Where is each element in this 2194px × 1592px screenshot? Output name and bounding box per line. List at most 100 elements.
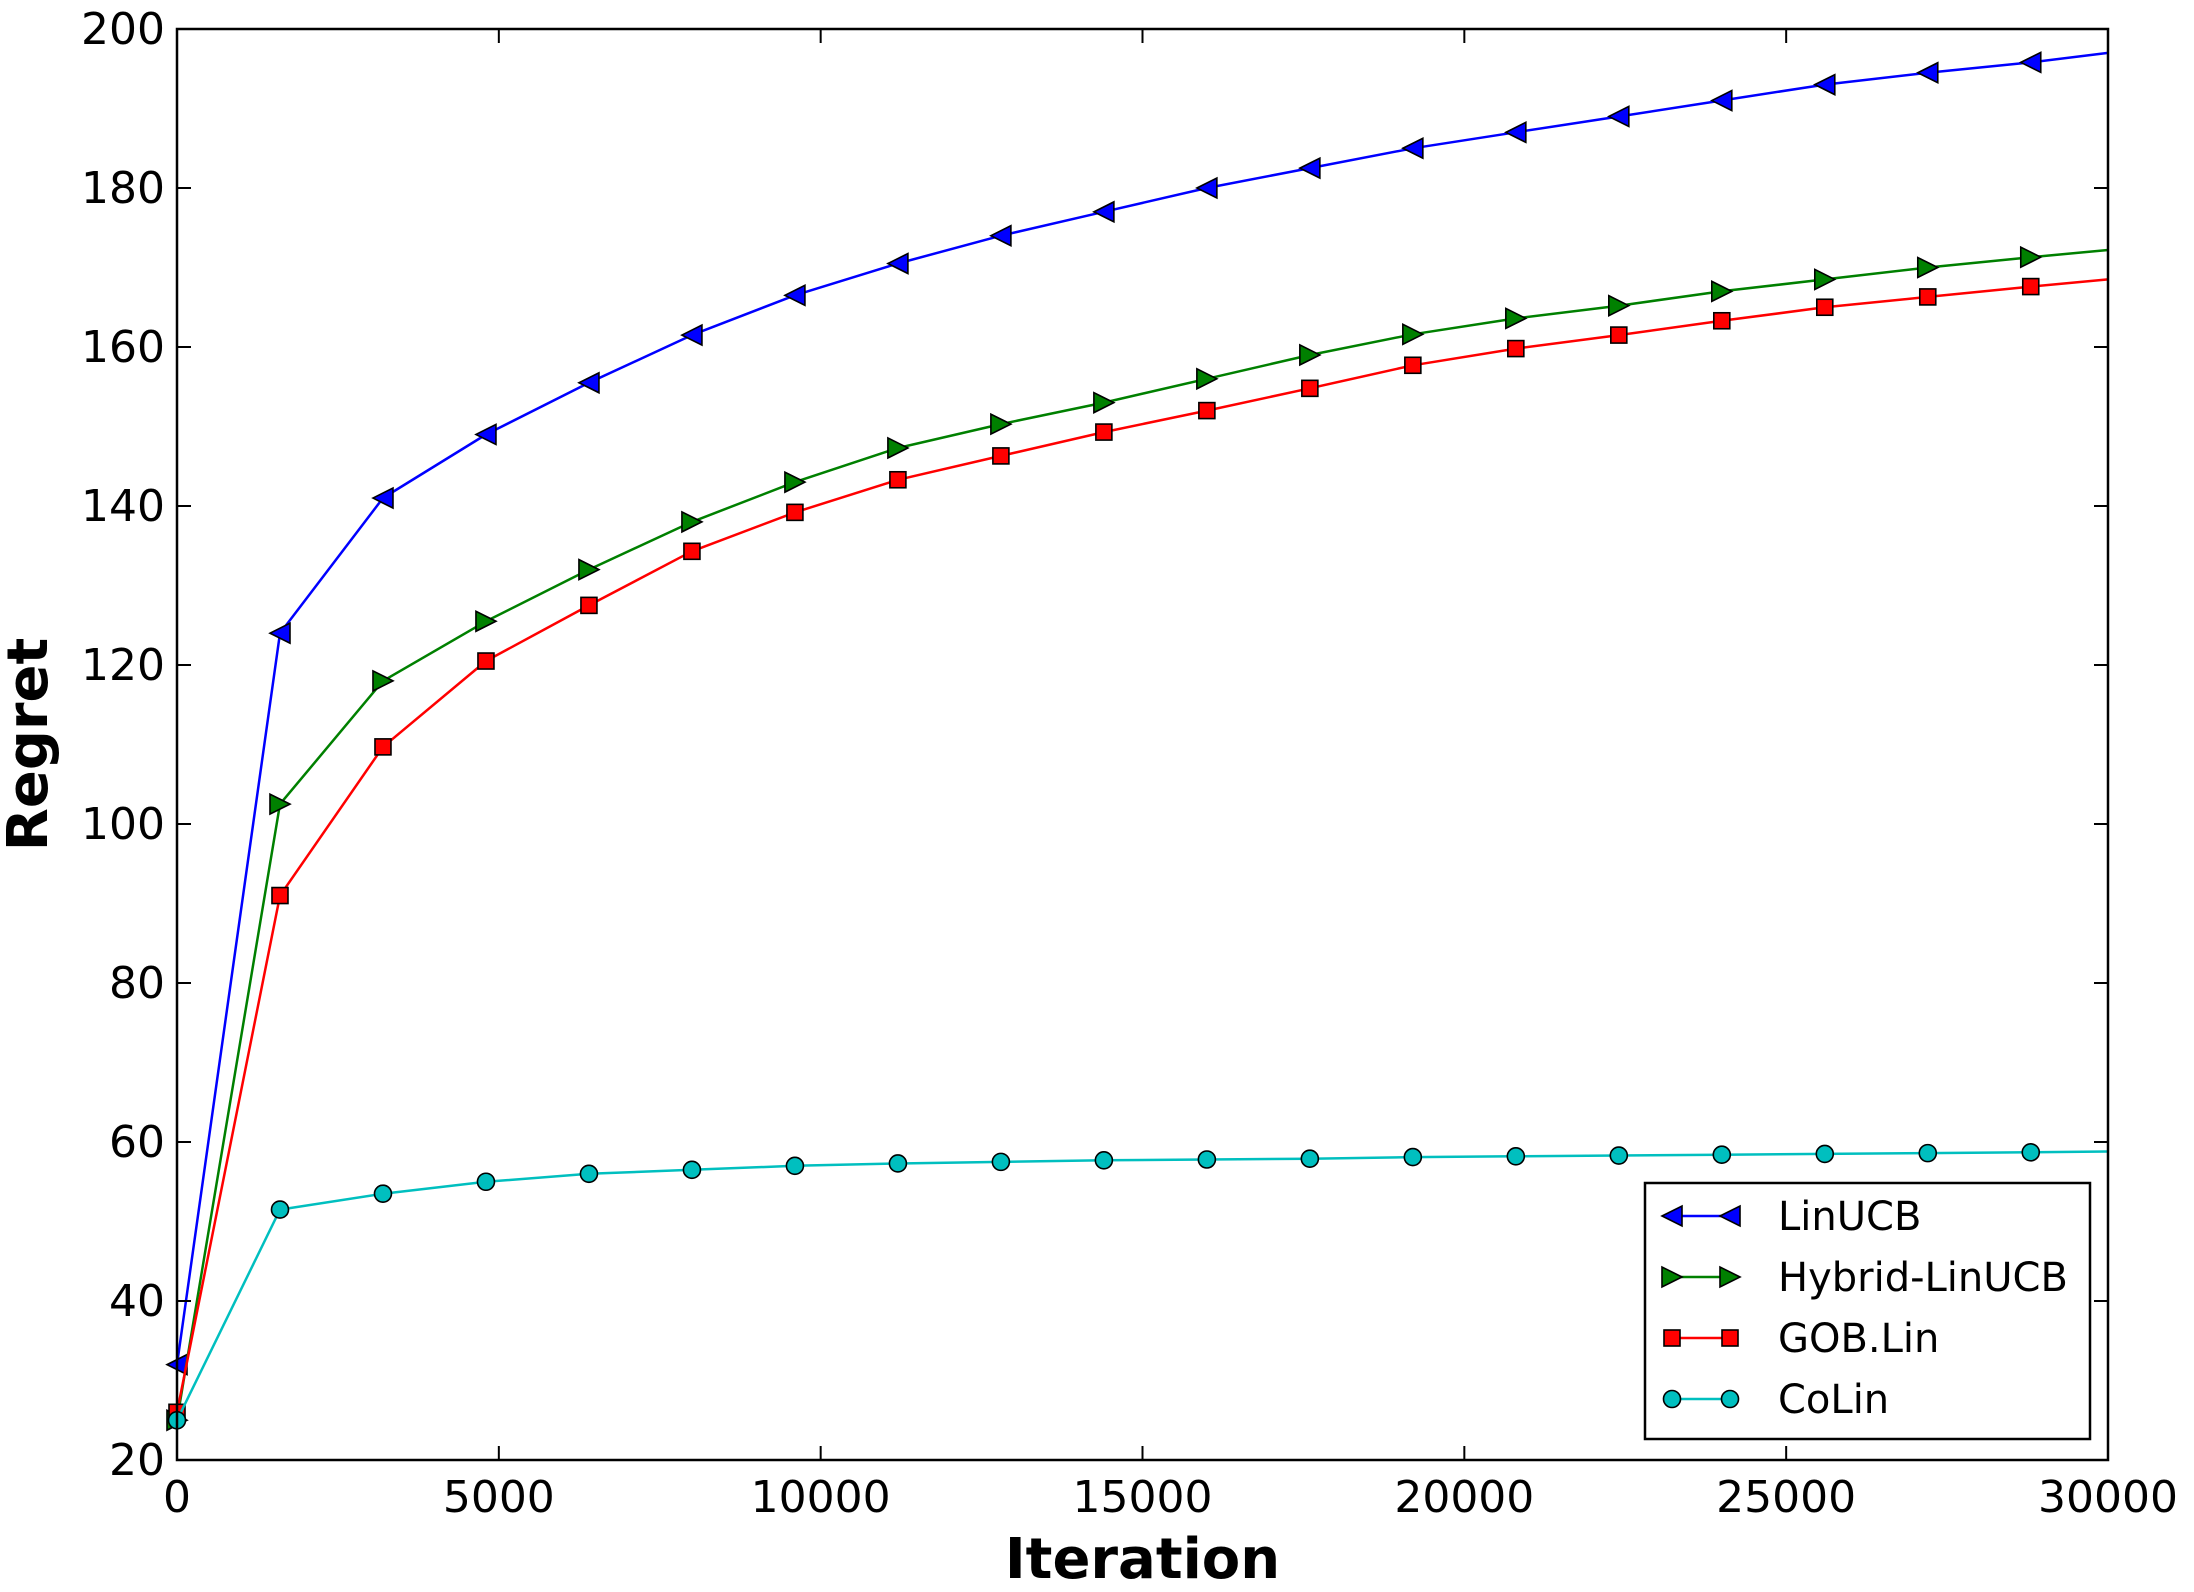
data-point <box>783 284 806 307</box>
legend-marker <box>1721 1329 1739 1347</box>
data-point <box>268 621 291 645</box>
data-point <box>1713 311 1731 330</box>
data-point <box>1506 1147 1526 1166</box>
data-point <box>991 1152 1011 1172</box>
data-point <box>1813 268 1837 291</box>
data-point <box>1607 105 1630 128</box>
x-tick-label: 15000 <box>1073 1472 1213 1523</box>
x-axis-title: Iteration <box>1005 1527 1280 1592</box>
series-line <box>175 248 2109 1421</box>
legend-label: CoLin <box>1778 1377 1889 1423</box>
y-tick-label: 200 <box>81 4 165 55</box>
legend-marker <box>1663 1329 1681 1347</box>
data-point <box>476 1172 496 1192</box>
plot-layer <box>165 51 2109 1432</box>
data-point <box>579 1164 599 1184</box>
legend-item: LinUCB <box>1660 1194 1921 1240</box>
data-point <box>1710 89 1733 112</box>
data-point <box>1401 136 1424 160</box>
legend-label: Hybrid-LinUCB <box>1778 1255 2068 1301</box>
data-point <box>1403 1147 1423 1167</box>
data-point <box>1610 326 1628 344</box>
data-point <box>785 1156 805 1176</box>
data-point <box>786 503 804 522</box>
data-point <box>1505 307 1528 330</box>
legend-marker <box>1661 1265 1684 1289</box>
legend-label: GOB.Lin <box>1778 1316 1939 1362</box>
series-gob-lin <box>168 277 2109 1422</box>
legend-marker <box>1662 1389 1682 1409</box>
data-point <box>1095 423 1113 441</box>
series-hybrid-linucb <box>166 245 2109 1432</box>
data-point <box>1608 294 1631 317</box>
data-point <box>371 486 394 510</box>
data-point <box>2021 277 2040 296</box>
data-point <box>682 1160 702 1180</box>
data-point <box>270 1200 290 1219</box>
data-point <box>1300 1149 1320 1168</box>
y-tick-label: 140 <box>81 481 165 532</box>
data-point <box>1195 176 1218 200</box>
x-tick-label: 30000 <box>2038 1472 2178 1523</box>
data-point <box>889 470 907 489</box>
y-tick-label: 100 <box>81 799 165 850</box>
y-tick-label: 20 <box>109 1435 165 1486</box>
data-point <box>2019 245 2043 269</box>
data-point <box>989 224 1012 247</box>
data-point <box>1198 401 1216 420</box>
data-point <box>887 436 910 460</box>
legend-marker <box>1720 1389 1740 1409</box>
data-point <box>578 558 601 581</box>
data-point <box>990 412 1013 436</box>
data-point <box>577 371 600 395</box>
legend-item: CoLin <box>1662 1377 1889 1423</box>
data-point <box>888 1154 908 1173</box>
data-point <box>681 510 704 534</box>
data-point <box>1196 367 1219 391</box>
data-point <box>1404 356 1422 375</box>
x-tick-label: 0 <box>163 1472 191 1523</box>
data-point <box>1815 1144 1835 1164</box>
legend-marker <box>1660 1204 1683 1228</box>
series-linucb <box>165 51 2109 1376</box>
y-tick-label: 180 <box>81 163 165 214</box>
data-point <box>1712 1145 1732 1165</box>
data-point <box>373 1184 393 1203</box>
series-line <box>175 278 2109 1413</box>
data-point <box>1918 1143 1938 1163</box>
legend: LinUCB Hybrid-LinUCB GOB.Lin CoLin <box>1643 1181 2092 1441</box>
data-point <box>680 323 703 347</box>
legend-marker <box>1719 1265 1742 1289</box>
data-point <box>1298 156 1321 180</box>
data-point <box>683 542 701 561</box>
y-axis-title: Regret <box>0 638 61 852</box>
data-point <box>1916 256 1940 279</box>
data-point <box>2021 1143 2041 1162</box>
data-point <box>1092 200 1115 224</box>
data-point <box>1918 288 1937 306</box>
data-point <box>474 423 497 446</box>
data-point <box>271 886 289 905</box>
data-point <box>1093 391 1116 414</box>
data-point <box>1504 121 1527 144</box>
x-tick-label: 5000 <box>443 1472 555 1523</box>
data-point <box>1609 1146 1629 1165</box>
data-point <box>2018 51 2042 74</box>
data-point <box>1402 322 1425 346</box>
legend-box <box>1643 1181 2092 1441</box>
data-point <box>374 738 392 756</box>
legend-label: LinUCB <box>1778 1194 1921 1240</box>
data-point <box>1197 1150 1217 1169</box>
x-tick-label: 25000 <box>1716 1472 1856 1523</box>
legend-item: GOB.Lin <box>1663 1316 1939 1362</box>
data-point <box>1299 343 1322 367</box>
data-point <box>1711 280 1734 303</box>
y-tick-label: 80 <box>109 958 165 1009</box>
x-tick-label: 20000 <box>1394 1472 1534 1523</box>
data-point <box>992 447 1010 465</box>
y-tick-label: 40 <box>109 1276 165 1327</box>
data-point <box>1812 73 1836 96</box>
data-point <box>269 792 292 816</box>
series-colin <box>167 1143 2109 1430</box>
data-point <box>1915 61 1939 85</box>
